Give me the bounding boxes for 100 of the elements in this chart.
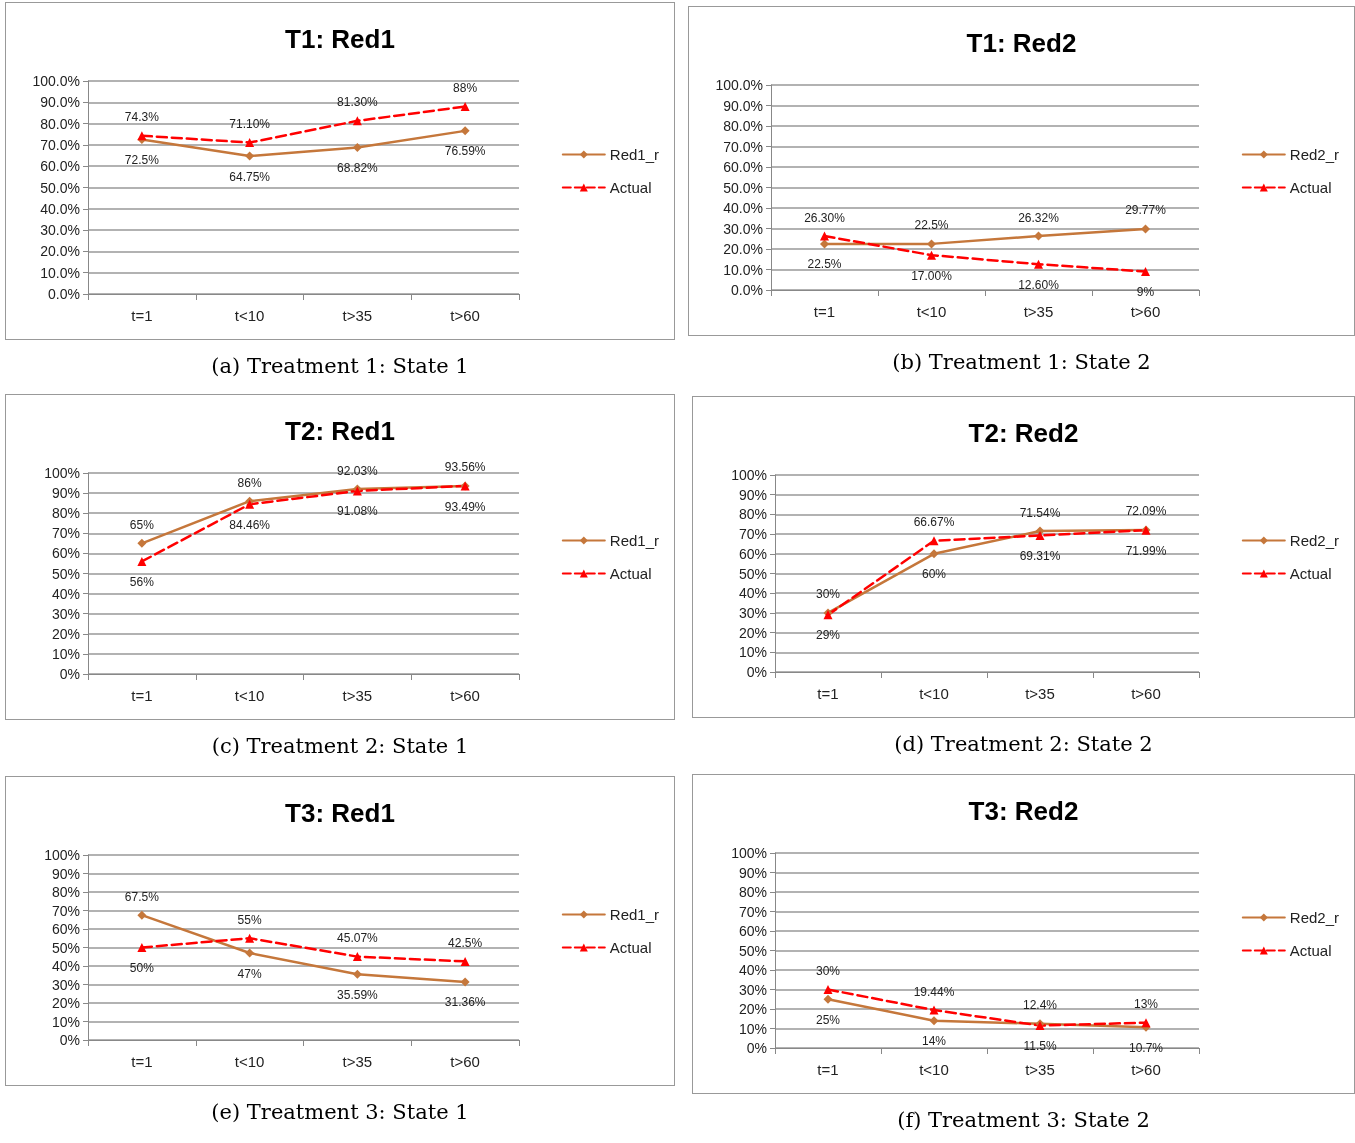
data-label: 72.5% bbox=[124, 153, 160, 168]
y-tick-label: 50.0% bbox=[723, 179, 763, 196]
y-tick-label: 30.0% bbox=[40, 222, 80, 239]
data-label: 71.10% bbox=[229, 117, 271, 132]
y-tick-label: 20.0% bbox=[40, 243, 80, 260]
y-tick-label: 100.0% bbox=[715, 77, 763, 93]
y-tick-label: 10.0% bbox=[723, 261, 763, 278]
x-tick-label: t>60 bbox=[1131, 685, 1161, 702]
data-label: 91.08% bbox=[337, 504, 379, 519]
data-label: 74.3% bbox=[124, 110, 160, 125]
y-tick-label: 30% bbox=[51, 976, 80, 993]
data-label: 71.99% bbox=[1125, 543, 1167, 558]
data-label: 93.49% bbox=[444, 499, 486, 514]
x-tick-label: t=1 bbox=[131, 307, 153, 324]
chart-title: T3: Red1 bbox=[285, 798, 395, 828]
y-tick-label: 80% bbox=[738, 884, 767, 900]
data-label: 12.4% bbox=[1022, 998, 1058, 1013]
data-label: 66.67% bbox=[913, 515, 955, 530]
data-label: 11.5% bbox=[1023, 1039, 1057, 1054]
y-tick-label: 10.0% bbox=[40, 264, 80, 281]
legend-label: Red1_r bbox=[609, 906, 660, 923]
y-tick-label: 50% bbox=[738, 942, 767, 959]
y-tick-label: 50.0% bbox=[40, 179, 80, 196]
y-tick-label: 70% bbox=[738, 526, 767, 543]
y-tick-label: 60% bbox=[738, 923, 767, 939]
data-label: 88% bbox=[453, 81, 478, 96]
data-label: 81.30% bbox=[337, 95, 379, 110]
data-label: 17.00% bbox=[911, 268, 953, 283]
y-tick-label: 30.0% bbox=[723, 220, 763, 237]
data-label: 30% bbox=[815, 587, 841, 602]
y-tick-label: 40% bbox=[738, 962, 767, 978]
data-label: 35.59% bbox=[337, 987, 379, 1002]
y-tick-label: 40% bbox=[51, 585, 80, 602]
x-tick-label: t>35 bbox=[1023, 303, 1054, 320]
y-tick-label: 90% bbox=[738, 486, 767, 503]
y-tick-label: 30% bbox=[51, 605, 80, 622]
legend-label: Actual bbox=[609, 565, 652, 582]
y-tick-label: 10% bbox=[738, 1020, 767, 1037]
data-label: 86% bbox=[237, 475, 262, 490]
x-tick-label: t<10 bbox=[234, 1053, 265, 1070]
y-tick-label: 90% bbox=[51, 485, 80, 502]
chart-title: T3: Red2 bbox=[968, 796, 1079, 826]
legend-label: Actual bbox=[1289, 565, 1332, 582]
y-tick-label: 90.0% bbox=[723, 97, 763, 114]
chart-title: T2: Red1 bbox=[285, 416, 395, 446]
y-tick-label: 10% bbox=[738, 644, 767, 661]
y-tick-label: 20% bbox=[51, 625, 80, 642]
data-label: 12.60% bbox=[1018, 277, 1060, 292]
data-label: 72.09% bbox=[1125, 504, 1167, 519]
y-tick-label: 0% bbox=[59, 666, 80, 682]
y-tick-label: 80% bbox=[738, 506, 767, 523]
y-tick-label: 10% bbox=[51, 645, 80, 662]
data-label: 22.5% bbox=[914, 218, 949, 233]
chart-title: T1: Red2 bbox=[966, 28, 1077, 58]
y-tick-label: 50% bbox=[51, 565, 80, 582]
y-tick-label: 40.0% bbox=[723, 200, 763, 216]
legend-label: Red2_r bbox=[1289, 146, 1340, 163]
x-tick-label: t=1 bbox=[813, 303, 836, 320]
y-tick-label: 20.0% bbox=[723, 241, 763, 257]
data-label: 56% bbox=[129, 574, 155, 589]
y-tick-label: 30% bbox=[738, 604, 767, 621]
data-label: 67.5% bbox=[124, 889, 160, 904]
y-tick-label: 0% bbox=[59, 1032, 80, 1048]
y-tick-label: 90.0% bbox=[40, 94, 80, 111]
y-tick-label: 100% bbox=[44, 847, 80, 863]
legend-label: Actual bbox=[1289, 942, 1332, 959]
y-tick-label: 70% bbox=[51, 525, 80, 542]
y-tick-label: 100% bbox=[731, 467, 767, 483]
data-label: 26.30% bbox=[804, 210, 846, 225]
text: (d) Treatment 2: State 2 bbox=[893, 732, 1154, 756]
y-tick-label: 70.0% bbox=[723, 138, 763, 155]
x-tick-label: t<10 bbox=[919, 1061, 949, 1078]
data-label: 31.36% bbox=[444, 995, 486, 1010]
y-tick-label: 80% bbox=[51, 505, 80, 522]
legend-label: Actual bbox=[609, 939, 652, 956]
data-label: 92.03% bbox=[337, 463, 379, 478]
text: (c) Treatment 2: State 1 bbox=[210, 734, 470, 758]
data-label: 10.7% bbox=[1128, 1040, 1164, 1055]
x-tick-label: t=1 bbox=[817, 685, 839, 702]
data-label: 26.32% bbox=[1018, 210, 1060, 225]
y-tick-label: 80% bbox=[51, 884, 80, 900]
y-tick-label: 80.0% bbox=[40, 115, 80, 132]
y-tick-label: 60.0% bbox=[723, 159, 763, 175]
data-label: 76.59% bbox=[444, 144, 486, 159]
data-label: 60% bbox=[921, 567, 947, 582]
x-tick-label: t>60 bbox=[450, 687, 480, 704]
data-label: 47% bbox=[237, 966, 262, 981]
y-tick-label: 70% bbox=[51, 902, 80, 919]
y-tick-label: 50% bbox=[51, 939, 80, 956]
y-tick-label: 90% bbox=[51, 865, 80, 882]
y-tick-label: 40.0% bbox=[40, 200, 80, 217]
data-label: 29.77% bbox=[1125, 203, 1167, 218]
chart-title: T1: Red1 bbox=[285, 24, 395, 54]
data-label: 19.44% bbox=[913, 984, 955, 999]
data-label: 50% bbox=[129, 961, 155, 975]
text: (a) Treatment 1: State 1 bbox=[210, 354, 470, 378]
y-tick-label: 90% bbox=[738, 864, 767, 881]
data-label: 93.56% bbox=[444, 460, 486, 475]
data-label: 13% bbox=[1133, 997, 1159, 1012]
x-tick-label: t<10 bbox=[916, 303, 947, 320]
